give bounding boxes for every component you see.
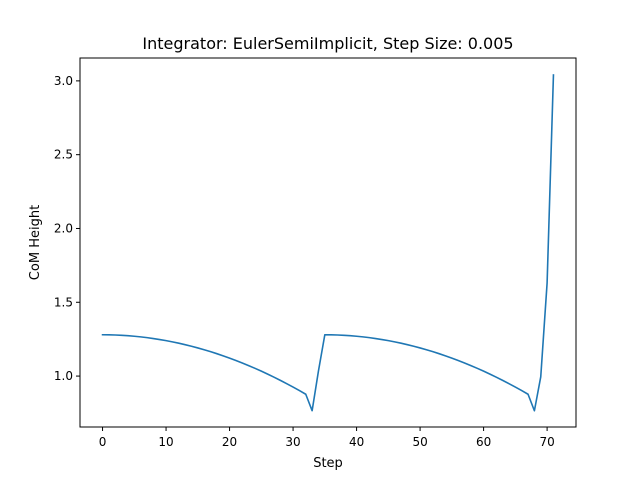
x-tick-label: 70 [539,435,554,449]
y-axis: 1.0 1.5 2.0 2.5 3.0 [54,74,80,383]
x-tick-label: 0 [99,435,107,449]
axes-frame [79,57,577,428]
x-tick-label: 30 [285,435,300,449]
x-tick-label: 40 [349,435,364,449]
x-axis: 0 10 20 30 40 50 60 70 [99,427,555,449]
x-axis-label: Step [313,456,343,471]
x-tick-label: 60 [476,435,491,449]
x-tick-label: 10 [158,435,173,449]
series-line [101,74,555,412]
x-tick-label: 20 [222,435,237,449]
y-axis-label: CoM Height [28,205,43,280]
x-tick-label: 50 [412,435,427,449]
y-tick-label: 3.0 [54,74,73,88]
y-tick-label: 2.5 [54,148,73,162]
y-tick-label: 2.0 [54,221,73,235]
chart-title: Integrator: EulerSemiImplicit, Step Size… [142,34,513,53]
plot-area [101,74,555,412]
y-tick-label: 1.5 [54,295,73,309]
y-tick-label: 1.0 [54,369,73,383]
